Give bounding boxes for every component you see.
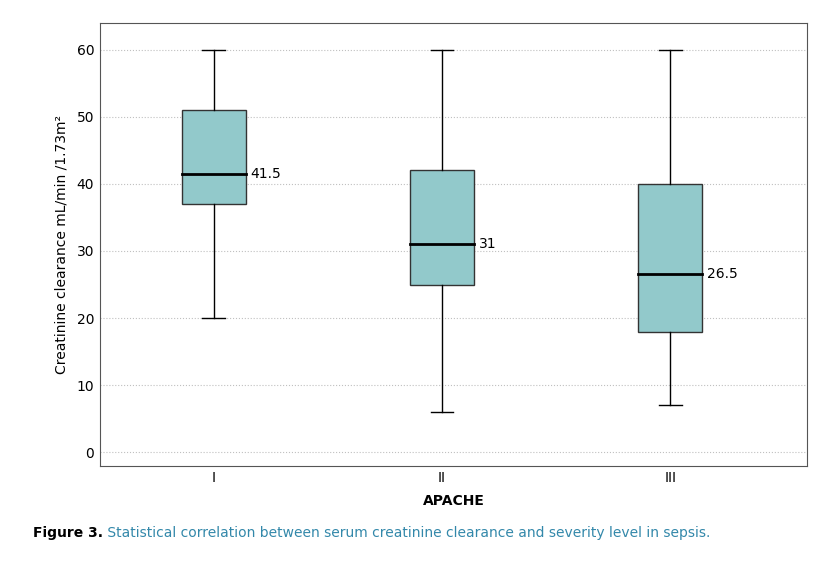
Y-axis label: Creatinine clearance mL/min /1.73m²: Creatinine clearance mL/min /1.73m² — [54, 115, 68, 374]
Bar — [638, 184, 702, 332]
Text: Statistical correlation between serum creatinine clearance and severity level in: Statistical correlation between serum cr… — [103, 525, 711, 540]
Bar — [182, 110, 245, 204]
Text: 26.5: 26.5 — [706, 268, 737, 282]
Bar — [410, 170, 474, 285]
Text: Figure 3.: Figure 3. — [33, 525, 103, 540]
Text: 41.5: 41.5 — [250, 167, 281, 181]
X-axis label: APACHE: APACHE — [423, 494, 484, 508]
Text: 31: 31 — [478, 237, 496, 251]
